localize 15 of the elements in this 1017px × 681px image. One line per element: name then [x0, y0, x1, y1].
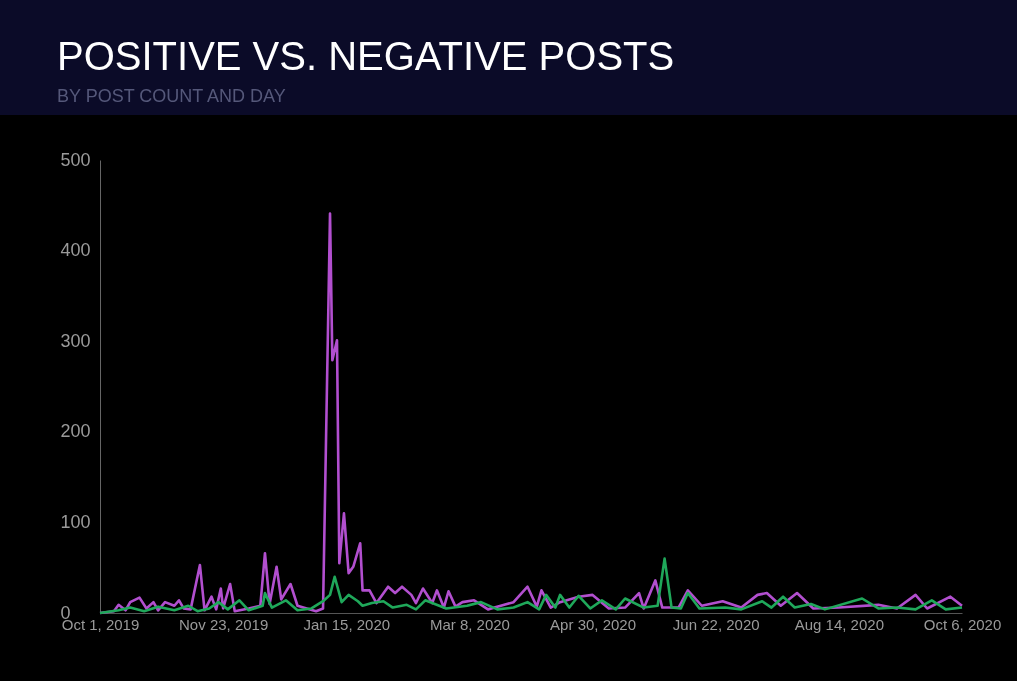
x-tick-label: Jan 15, 2020: [303, 615, 391, 633]
x-tick-label: Nov 23, 2019: [179, 615, 269, 633]
x-tick-label: Jun 22, 2020: [672, 615, 760, 633]
y-tick-label: 200: [60, 421, 91, 442]
y-tick-label: 400: [60, 240, 91, 261]
y-tick-label: 300: [60, 330, 91, 351]
y-tick-label: 100: [60, 511, 91, 532]
chart-title: POSITIVE VS. NEGATIVE POSTS: [57, 34, 675, 78]
x-tick-label: Apr 30, 2020: [550, 615, 637, 633]
x-tick-label: Aug 14, 2020: [794, 615, 884, 633]
chart-subtitle: BY POST COUNT AND DAY: [57, 86, 286, 106]
line-series: [98, 557, 964, 615]
x-tick-label: Oct 6, 2020: [923, 615, 1002, 633]
x-tick-label: Mar 8, 2020: [429, 615, 510, 633]
y-tick-label: 500: [60, 149, 91, 170]
